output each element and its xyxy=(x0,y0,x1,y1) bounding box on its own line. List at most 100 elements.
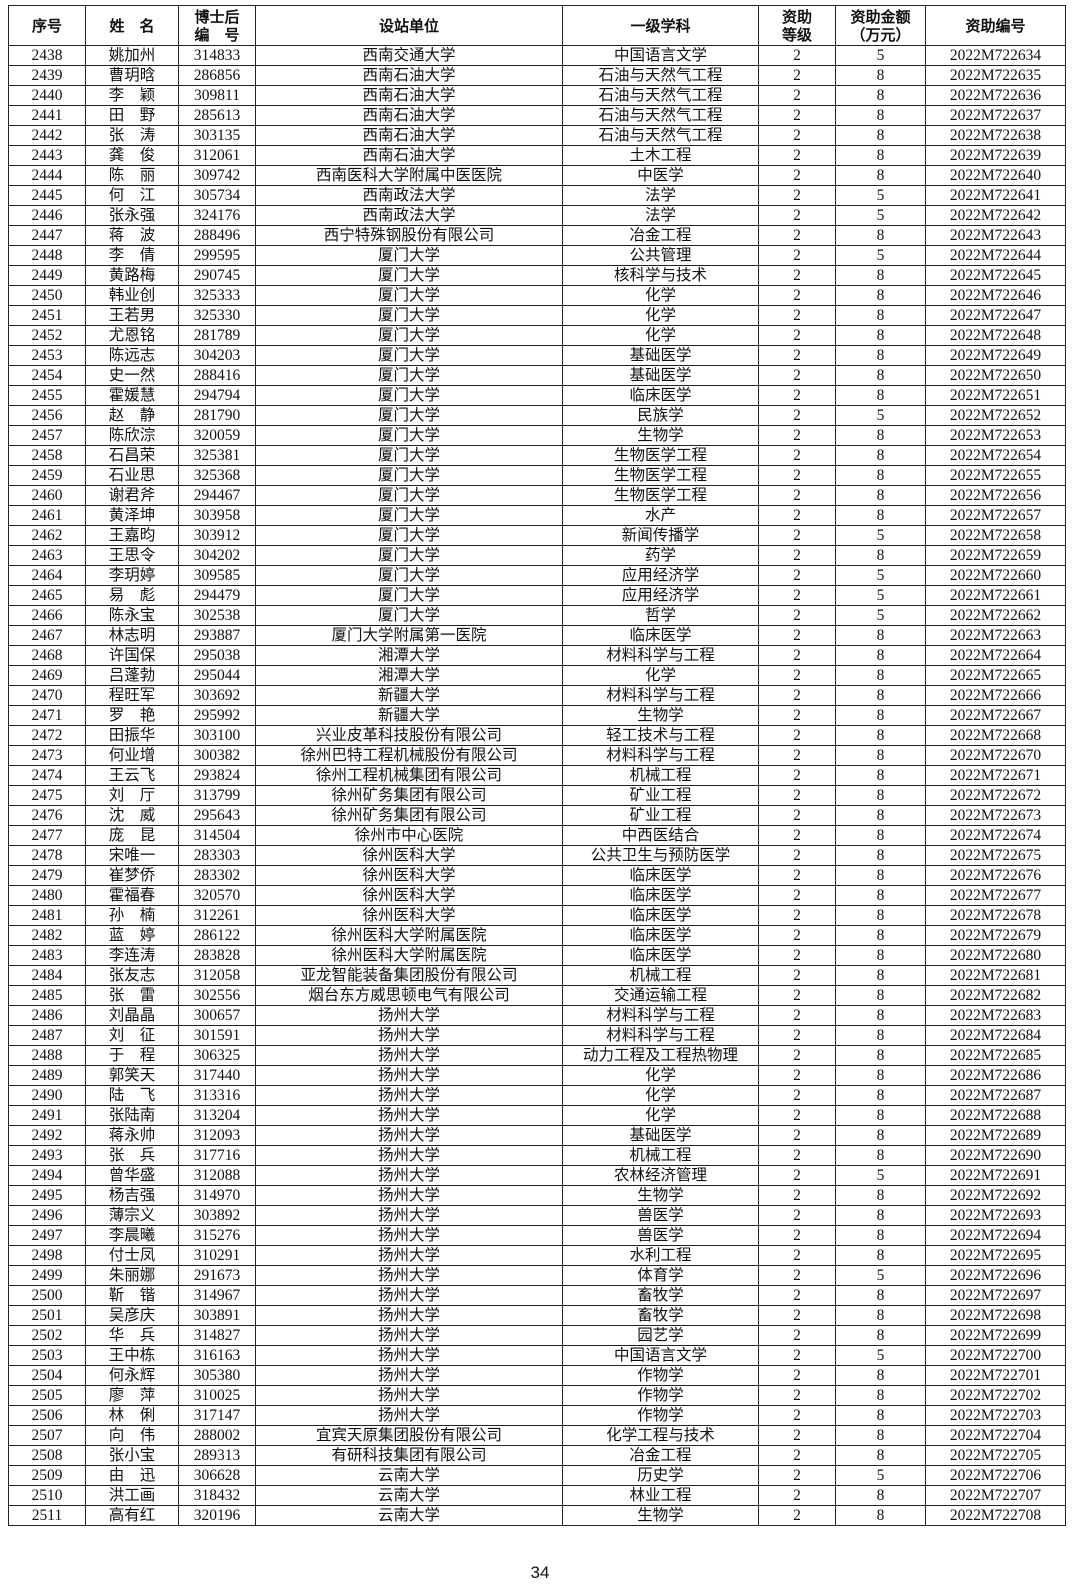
table-cell: 8 xyxy=(835,1305,926,1326)
table-cell: 厦门大学 xyxy=(255,605,563,626)
table-cell: 2495 xyxy=(8,1185,86,1206)
table-cell: 309585 xyxy=(178,565,256,586)
table-cell: 机械工程 xyxy=(562,1145,759,1166)
table-cell: 2022M722681 xyxy=(925,965,1066,986)
table-cell: 生物学 xyxy=(562,425,759,446)
table-cell: 2488 xyxy=(8,1045,86,1066)
table-cell: 2460 xyxy=(8,485,86,506)
table-row: 2505 廖 萍 310025 扬州大学 作物学 2 8 2022M722702 xyxy=(8,1385,1066,1406)
table-cell: 314967 xyxy=(178,1285,256,1306)
table-cell: 2022M722665 xyxy=(925,665,1066,686)
table-cell: 高有红 xyxy=(85,1505,179,1526)
table-cell: 2 xyxy=(758,445,836,466)
table-cell: 288496 xyxy=(178,225,256,246)
table-cell: 2 xyxy=(758,1225,836,1246)
table-cell: 2022M722696 xyxy=(925,1265,1066,1286)
table-row: 2458 石昌荣 325381 厦门大学 生物医学工程 2 8 2022M722654 xyxy=(8,445,1066,466)
table-cell: 基础医学 xyxy=(562,345,759,366)
table-cell: 扬州大学 xyxy=(255,1325,563,1346)
table-cell: 2451 xyxy=(8,305,86,326)
table-row: 2486 刘晶晶 300657 扬州大学 材料科学与工程 2 8 2022M722683 xyxy=(8,1005,1066,1026)
table-cell: 化学 xyxy=(562,325,759,346)
table-cell: 2022M722671 xyxy=(925,765,1066,786)
table-cell: 石油与天然气工程 xyxy=(562,85,759,106)
table-cell: 西南石油大学 xyxy=(255,85,563,106)
table-cell: 8 xyxy=(835,825,926,846)
table-cell: 2509 xyxy=(8,1465,86,1486)
table-cell: 295038 xyxy=(178,645,256,666)
table-cell: 2 xyxy=(758,865,836,886)
table-cell: 徐州市中心医院 xyxy=(255,825,563,846)
table-cell: 312058 xyxy=(178,965,256,986)
table-cell: 8 xyxy=(835,1445,926,1466)
table-cell: 312061 xyxy=(178,145,256,166)
table-row: 2499 朱丽娜 291673 扬州大学 体育学 2 5 2022M722696 xyxy=(8,1265,1066,1286)
table-cell: 2502 xyxy=(8,1325,86,1346)
table-cell: 285613 xyxy=(178,105,256,126)
table-cell: 轻工技术与工程 xyxy=(562,725,759,746)
table-cell: 2 xyxy=(758,1265,836,1286)
table-row: 2466 陈永宝 302538 厦门大学 哲学 2 5 2022M722662 xyxy=(8,605,1066,626)
table-cell: 291673 xyxy=(178,1265,256,1286)
table-cell: 蒋永帅 xyxy=(85,1125,179,1146)
table-cell: 2 xyxy=(758,585,836,606)
table-row: 2493 张 兵 317716 扬州大学 机械工程 2 8 2022M722690 xyxy=(8,1145,1066,1166)
table-cell: 8 xyxy=(835,305,926,326)
table-cell: 312261 xyxy=(178,905,256,926)
table-cell: 325330 xyxy=(178,305,256,326)
table-row: 2479 崔梦侨 283302 徐州医科大学 临床医学 2 8 2022M722676 xyxy=(8,865,1066,886)
table-cell: 2022M722642 xyxy=(925,205,1066,226)
table-cell: 2493 xyxy=(8,1145,86,1166)
table-cell: 8 xyxy=(835,845,926,866)
table-cell: 临床医学 xyxy=(562,865,759,886)
table-cell: 2508 xyxy=(8,1445,86,1466)
table-cell: 2022M722649 xyxy=(925,345,1066,366)
table-cell: 8 xyxy=(835,1185,926,1206)
table-cell: 厦门大学 xyxy=(255,505,563,526)
table-cell: 石昌荣 xyxy=(85,445,179,466)
table-cell: 扬州大学 xyxy=(255,1125,563,1146)
table-cell: 公共管理 xyxy=(562,245,759,266)
table-cell: 2022M722687 xyxy=(925,1085,1066,1106)
table-cell: 2022M722666 xyxy=(925,685,1066,706)
table-cell: 土木工程 xyxy=(562,145,759,166)
table-row: 2495 杨吉强 314970 扬州大学 生物学 2 8 2022M722692 xyxy=(8,1185,1066,1206)
table-cell: 2 xyxy=(758,285,836,306)
table-cell: 2 xyxy=(758,465,836,486)
table-row: 2467 林志明 293887 厦门大学附属第一医院 临床医学 2 8 2022M722663 xyxy=(8,625,1066,646)
table-cell: 2 xyxy=(758,1365,836,1386)
table-cell: 317440 xyxy=(178,1065,256,1086)
table-cell: 317147 xyxy=(178,1405,256,1426)
header-cell: 博士后编 号 xyxy=(178,5,256,46)
table-cell: 刘 征 xyxy=(85,1025,179,1046)
table-cell: 厦门大学 xyxy=(255,365,563,386)
table-cell: 2 xyxy=(758,725,836,746)
table-cell: 2022M722708 xyxy=(925,1505,1066,1526)
table-cell: 2 xyxy=(758,665,836,686)
table-cell: 2022M722660 xyxy=(925,565,1066,586)
table-cell: 2459 xyxy=(8,465,86,486)
table-cell: 2511 xyxy=(8,1505,86,1526)
table-row: 2508 张小宝 289313 有研科技集团有限公司 冶金工程 2 8 2022M722705 xyxy=(8,1445,1066,1466)
table-cell: 由 迅 xyxy=(85,1465,179,1486)
table-cell: 公共卫生与预防医学 xyxy=(562,845,759,866)
table-cell: 徐州医科大学附属医院 xyxy=(255,945,563,966)
table-cell: 310291 xyxy=(178,1245,256,1266)
table-cell: 2022M722707 xyxy=(925,1485,1066,1506)
table-cell: 厦门大学 xyxy=(255,545,563,566)
table-cell: 新疆大学 xyxy=(255,685,563,706)
table-cell: 2506 xyxy=(8,1405,86,1426)
table-cell: 8 xyxy=(835,1505,926,1526)
table-cell: 2477 xyxy=(8,825,86,846)
table-cell: 2022M722676 xyxy=(925,865,1066,886)
table-row: 2487 刘 征 301591 扬州大学 材料科学与工程 2 8 2022M722684 xyxy=(8,1025,1066,1046)
table-cell: 2496 xyxy=(8,1205,86,1226)
header-cell: 资助金额 （万元） xyxy=(835,5,926,46)
table-row: 2492 蒋永帅 312093 扬州大学 基础医学 2 8 2022M722689 xyxy=(8,1125,1066,1146)
table-cell: 2022M722691 xyxy=(925,1165,1066,1186)
table-cell: 2475 xyxy=(8,785,86,806)
table-cell: 2489 xyxy=(8,1065,86,1086)
table-row: 2445 何 江 305734 西南政法大学 法学 2 5 2022M722641 xyxy=(8,185,1066,206)
table-cell: 王嘉昀 xyxy=(85,525,179,546)
